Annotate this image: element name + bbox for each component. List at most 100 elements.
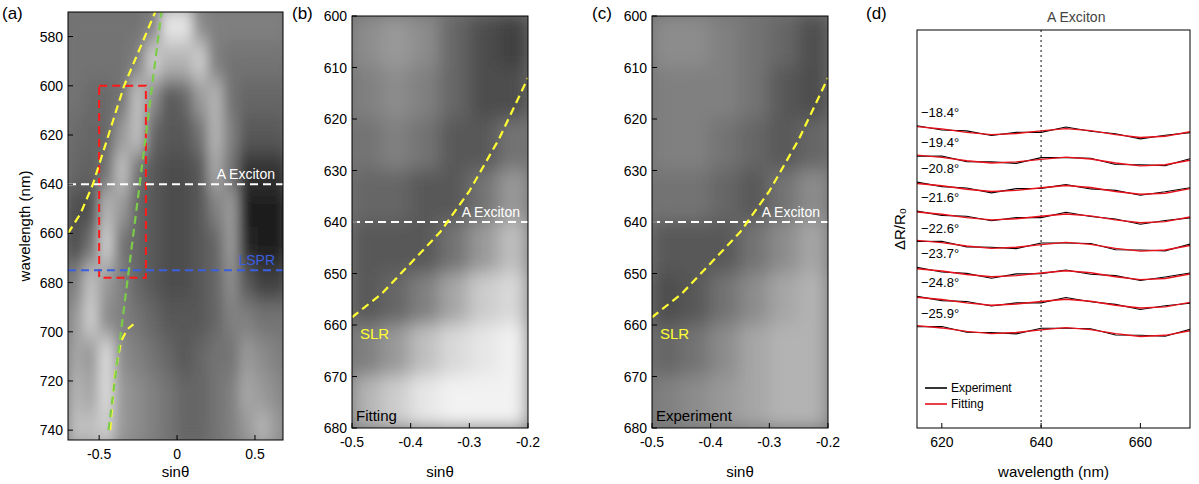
heat-cell — [681, 222, 711, 275]
heat-cell — [381, 119, 411, 172]
heat-cell — [145, 301, 162, 339]
heat-cell — [223, 12, 240, 43]
heat-cell — [161, 411, 178, 440]
panel-note: Experiment — [656, 407, 733, 424]
heat-cell — [410, 170, 440, 223]
heat-cell — [710, 273, 740, 326]
y-tick-label: 660 — [624, 317, 648, 333]
heat-cell — [469, 222, 499, 275]
heat-cell — [440, 376, 470, 428]
heat-cell — [208, 12, 225, 43]
x-tick-label: -0.3 — [457, 434, 481, 450]
heat-cell — [177, 42, 194, 80]
heat-cell — [161, 116, 178, 154]
heat-cell — [161, 190, 178, 228]
x-tick-label: 660 — [1129, 434, 1153, 450]
heat-cell — [352, 273, 382, 326]
map-ground — [352, 16, 528, 428]
heat-cell — [270, 337, 283, 375]
heat-cell — [381, 170, 411, 223]
y-tick — [68, 331, 73, 332]
y-tick — [68, 430, 73, 431]
heat-cell — [192, 337, 209, 375]
heat-cell — [177, 190, 194, 228]
plot-area — [68, 12, 283, 440]
reference-line — [1040, 30, 1041, 428]
heat-cell — [83, 42, 100, 80]
heat-cell — [410, 376, 440, 428]
x-tick-label: 620 — [930, 434, 954, 450]
plot-area — [652, 16, 828, 428]
heat-cell — [498, 222, 528, 275]
experiment-line — [917, 327, 1190, 337]
y-tick-label: 660 — [324, 317, 348, 333]
x-tick-label: -0.5 — [640, 434, 664, 450]
heat-cell — [652, 67, 682, 120]
heat-cell — [130, 374, 147, 412]
heat-cell — [681, 170, 711, 223]
heat-cell — [769, 376, 799, 428]
heat-cell — [208, 337, 225, 375]
heat-cell — [99, 374, 116, 412]
y-tick — [352, 170, 357, 171]
y-tick-label: 640 — [624, 214, 648, 230]
plot-frame — [917, 30, 1190, 428]
x-tick-label: 640 — [1029, 434, 1053, 450]
heat-cell — [440, 273, 470, 326]
y-tick — [68, 85, 73, 86]
heat-cell — [223, 190, 240, 228]
heat-cell — [114, 374, 131, 412]
heat-cell — [208, 411, 225, 440]
heat-cell — [192, 42, 209, 80]
heat-cell — [254, 337, 271, 375]
x-tick-label: -0.5 — [340, 434, 364, 450]
y-tick-label: 650 — [324, 266, 348, 282]
heat-cell — [239, 374, 256, 412]
heat-cell — [469, 16, 499, 68]
heat-cell — [740, 67, 770, 120]
heat-cell — [270, 301, 283, 339]
panel-note: Fitting — [356, 407, 397, 424]
panel-letter: (a) — [2, 4, 23, 23]
heat-cell — [352, 222, 382, 275]
x-tick-label: 0.5 — [245, 446, 265, 462]
reference-label: A Exciton — [762, 204, 820, 220]
heat-cell — [208, 42, 225, 80]
heat-cell — [352, 170, 382, 223]
x-tick-label: -0.3 — [757, 434, 781, 450]
y-tick — [652, 170, 657, 171]
heat-cell — [208, 301, 225, 339]
x-tick — [1041, 423, 1042, 428]
heat-cell — [208, 190, 225, 228]
heatmap — [352, 16, 528, 428]
heat-cell — [710, 325, 740, 378]
y-tick-label: 640 — [324, 214, 348, 230]
heat-cell — [161, 12, 178, 43]
heat-cell — [769, 273, 799, 326]
y-tick — [652, 67, 657, 68]
panel-letter: (d) — [866, 4, 887, 23]
x-axis-title: sinθ — [726, 463, 754, 480]
fitting-line — [917, 326, 1190, 337]
heat-cell — [68, 42, 84, 80]
heat-cell — [498, 119, 528, 172]
map-ground — [68, 12, 283, 440]
heat-cell — [177, 12, 194, 43]
series-label: SLR — [360, 325, 389, 342]
heat-cell — [145, 79, 162, 117]
x-tick — [410, 423, 411, 428]
y-tick-label: 740 — [40, 422, 64, 438]
heat-cell — [99, 337, 116, 375]
y-tick-label: 720 — [40, 373, 64, 389]
series-line — [652, 78, 828, 317]
heat-cell — [223, 411, 240, 440]
x-tick — [1140, 423, 1141, 428]
heat-cell — [254, 301, 271, 339]
heat-cell — [83, 337, 100, 375]
legend-swatch — [925, 387, 947, 389]
heat-cell — [270, 116, 283, 154]
heat-cell — [254, 12, 271, 43]
plot-area — [352, 16, 528, 428]
y-tick — [652, 222, 657, 223]
y-tick — [352, 67, 357, 68]
